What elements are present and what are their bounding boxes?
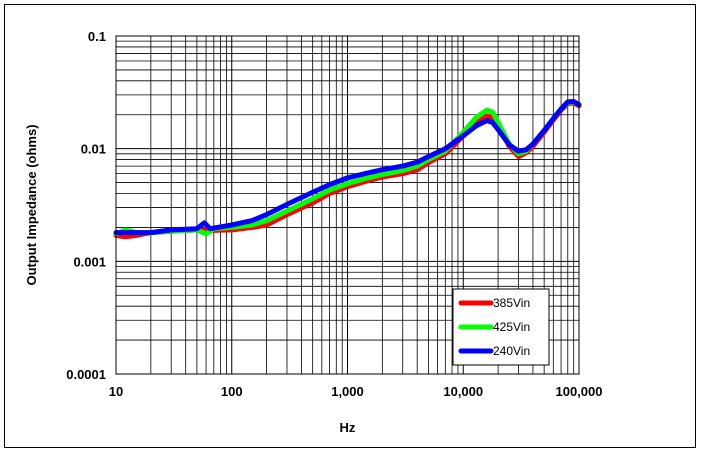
legend-label: 240Vin [493,344,530,358]
legend: 385Vin 425Vin 240Vin [452,288,550,366]
series-lines [113,99,582,240]
x-tick-label: 10 [109,384,123,399]
legend-label: 385Vin [493,296,530,310]
y-tick-label: 0.1 [88,29,106,44]
x-tick-label: 1,000 [331,384,364,399]
tick-labels: 10 100 1,000 10,000 100,000 0.1 0.01 0.001 0.000… [66,29,602,399]
x-tick-label: 100,000 [556,384,603,399]
y-tick-label: 0.0001 [66,367,106,382]
y-axis-label: Output Impedance (ohms) [24,124,39,285]
plot-area-border [115,35,580,375]
x-tick-label: 10,000 [443,384,483,399]
y-tick-label: 0.01 [81,142,106,157]
legend-label: 425Vin [493,320,530,334]
x-tick-label: 100 [221,384,243,399]
series-line-240Vin [113,99,582,236]
y-tick-label: 0.001 [73,254,106,269]
x-axis-label: Hz [340,420,356,435]
